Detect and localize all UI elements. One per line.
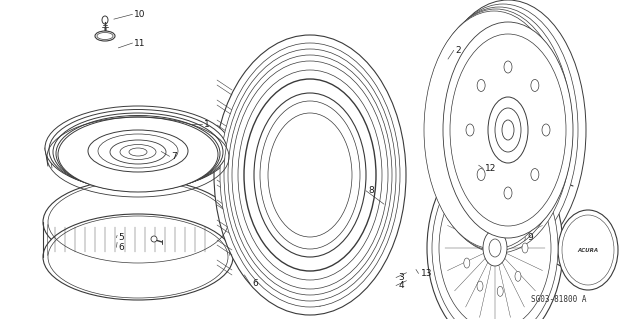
Ellipse shape [495, 108, 521, 152]
Ellipse shape [477, 168, 485, 181]
Ellipse shape [237, 174, 245, 180]
Ellipse shape [504, 61, 512, 73]
Ellipse shape [151, 236, 157, 242]
Ellipse shape [450, 34, 566, 226]
Ellipse shape [88, 130, 188, 172]
Ellipse shape [515, 271, 521, 281]
Text: 10: 10 [134, 10, 146, 19]
Text: 13: 13 [420, 269, 432, 278]
Ellipse shape [43, 179, 233, 265]
Ellipse shape [542, 124, 550, 136]
Ellipse shape [531, 168, 539, 181]
Text: 6: 6 [252, 279, 258, 288]
Ellipse shape [102, 16, 108, 24]
Ellipse shape [531, 79, 539, 92]
Ellipse shape [254, 93, 366, 257]
Ellipse shape [95, 31, 115, 41]
Ellipse shape [562, 179, 570, 187]
Ellipse shape [426, 7, 572, 253]
Text: 8: 8 [368, 186, 374, 195]
Ellipse shape [502, 120, 514, 140]
Text: 5: 5 [118, 233, 124, 242]
Ellipse shape [464, 228, 470, 238]
Ellipse shape [428, 4, 578, 256]
Ellipse shape [311, 297, 317, 303]
Text: 11: 11 [134, 39, 146, 48]
Ellipse shape [214, 35, 406, 315]
Text: 1: 1 [204, 120, 209, 129]
Ellipse shape [98, 134, 178, 168]
Ellipse shape [497, 200, 503, 210]
Ellipse shape [425, 9, 567, 251]
Ellipse shape [129, 148, 147, 156]
Ellipse shape [432, 155, 558, 319]
Text: 9: 9 [527, 233, 533, 242]
Ellipse shape [43, 214, 233, 300]
Ellipse shape [443, 22, 573, 238]
Ellipse shape [58, 117, 218, 192]
Ellipse shape [220, 43, 400, 307]
Ellipse shape [504, 187, 512, 199]
Ellipse shape [120, 145, 156, 160]
Ellipse shape [515, 215, 521, 225]
Ellipse shape [110, 140, 166, 164]
Ellipse shape [224, 49, 396, 301]
Ellipse shape [477, 79, 485, 92]
Ellipse shape [488, 97, 528, 163]
Ellipse shape [562, 264, 568, 272]
Text: 4: 4 [398, 281, 404, 290]
Text: 6: 6 [118, 243, 124, 252]
Ellipse shape [430, 0, 586, 260]
Ellipse shape [464, 258, 470, 268]
Ellipse shape [424, 11, 564, 249]
Ellipse shape [45, 106, 231, 190]
Text: SG03-81800 A: SG03-81800 A [531, 295, 587, 304]
Ellipse shape [477, 205, 483, 215]
Text: 7: 7 [172, 152, 177, 161]
Ellipse shape [260, 101, 360, 249]
Ellipse shape [477, 281, 483, 291]
Ellipse shape [497, 286, 503, 296]
Text: ACURA: ACURA [577, 248, 598, 253]
Text: 2: 2 [456, 46, 461, 55]
Ellipse shape [56, 115, 220, 191]
Ellipse shape [522, 243, 528, 253]
Ellipse shape [558, 210, 618, 290]
Text: 12: 12 [485, 164, 497, 173]
Text: 3: 3 [398, 273, 404, 282]
Ellipse shape [466, 124, 474, 136]
Ellipse shape [49, 109, 227, 190]
Ellipse shape [228, 55, 392, 295]
Ellipse shape [427, 148, 563, 319]
Ellipse shape [439, 166, 551, 319]
Ellipse shape [268, 113, 352, 237]
Ellipse shape [483, 230, 507, 266]
Ellipse shape [482, 136, 488, 144]
Ellipse shape [489, 239, 501, 257]
Ellipse shape [53, 113, 223, 191]
